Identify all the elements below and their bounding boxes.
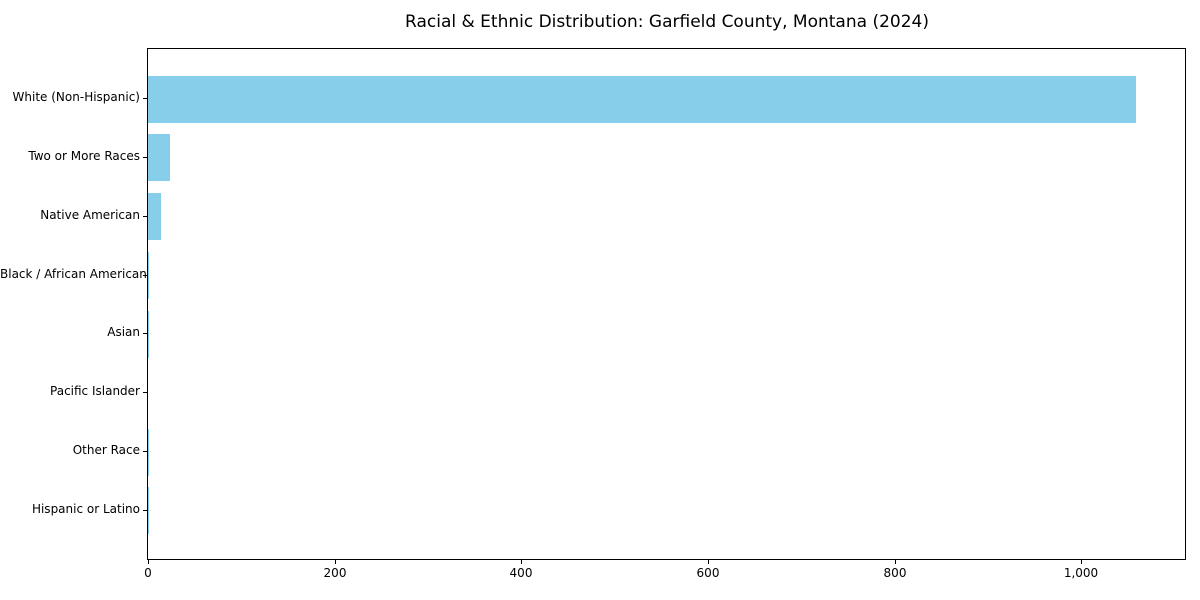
bar-white-non-hispanic <box>148 76 1136 123</box>
y-tick <box>143 275 147 276</box>
x-tick <box>335 560 336 564</box>
x-tick-label: 400 <box>509 566 533 580</box>
y-tick <box>143 333 147 334</box>
bar-asian <box>148 311 149 358</box>
y-tick-label: Asian <box>107 325 140 339</box>
bar-two-or-more-races <box>148 134 171 181</box>
x-tick-label: 1,000 <box>1063 566 1099 580</box>
y-tick <box>143 98 147 99</box>
bar-black-african-american <box>148 252 149 299</box>
y-tick-label: White (Non-Hispanic) <box>12 90 140 104</box>
bar-native-american <box>148 193 162 240</box>
y-tick-label: Pacific Islander <box>50 384 140 398</box>
x-tick-label: 200 <box>323 566 347 580</box>
x-tick <box>895 560 896 564</box>
x-tick-label: 0 <box>144 566 152 580</box>
x-tick <box>708 560 709 564</box>
bar-other-race <box>148 429 149 476</box>
bar-hispanic-or-latino <box>148 487 149 534</box>
y-tick-label: Other Race <box>72 443 140 457</box>
y-tick <box>143 451 147 452</box>
chart-title: Racial & Ethnic Distribution: Garfield C… <box>405 12 929 32</box>
y-tick-label: Two or More Races <box>28 149 140 163</box>
plot-area <box>147 48 1186 560</box>
y-tick <box>143 392 147 393</box>
y-tick-label: Black / African American <box>0 267 147 281</box>
x-tick <box>148 560 149 564</box>
y-tick <box>143 510 147 511</box>
y-tick <box>143 157 147 158</box>
x-tick-label: 800 <box>883 566 907 580</box>
x-tick-label: 600 <box>696 566 720 580</box>
x-tick <box>1081 560 1082 564</box>
y-tick-label: Hispanic or Latino <box>31 502 140 516</box>
y-tick-label: Native American <box>40 208 140 222</box>
x-tick <box>521 560 522 564</box>
y-tick <box>143 216 147 217</box>
